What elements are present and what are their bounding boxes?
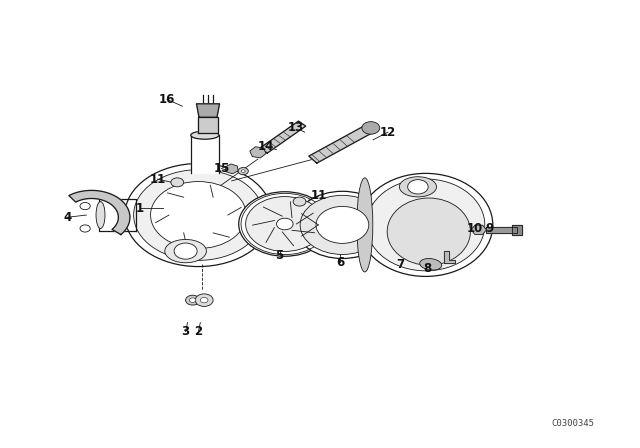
- Circle shape: [362, 122, 380, 134]
- Text: 7: 7: [396, 258, 404, 271]
- Text: 1: 1: [136, 202, 143, 215]
- Circle shape: [408, 180, 428, 194]
- Ellipse shape: [399, 177, 436, 197]
- Text: 11: 11: [149, 172, 166, 186]
- Circle shape: [150, 181, 246, 249]
- Polygon shape: [260, 121, 306, 153]
- Circle shape: [241, 170, 245, 172]
- Circle shape: [293, 197, 306, 206]
- Circle shape: [200, 297, 208, 303]
- Text: 13: 13: [287, 121, 304, 134]
- Ellipse shape: [191, 131, 219, 139]
- Circle shape: [195, 294, 213, 306]
- Polygon shape: [196, 104, 220, 117]
- Circle shape: [174, 243, 197, 259]
- Ellipse shape: [357, 178, 373, 272]
- Text: 14: 14: [257, 140, 274, 153]
- Polygon shape: [512, 225, 522, 235]
- Text: 2: 2: [195, 325, 202, 338]
- Circle shape: [294, 191, 390, 258]
- Ellipse shape: [165, 239, 206, 263]
- Circle shape: [171, 178, 184, 187]
- Circle shape: [186, 295, 200, 305]
- Circle shape: [80, 202, 90, 210]
- Ellipse shape: [367, 179, 485, 271]
- Text: 15: 15: [213, 162, 230, 175]
- Polygon shape: [486, 227, 517, 233]
- Text: 11: 11: [310, 189, 327, 202]
- Circle shape: [276, 218, 293, 230]
- Text: 8: 8: [423, 262, 431, 276]
- Ellipse shape: [387, 198, 470, 265]
- Text: 4: 4: [63, 211, 71, 224]
- Text: 5: 5: [276, 249, 284, 262]
- Ellipse shape: [96, 202, 105, 228]
- Polygon shape: [99, 199, 136, 231]
- Circle shape: [239, 192, 331, 256]
- Circle shape: [246, 197, 324, 251]
- Ellipse shape: [420, 258, 442, 270]
- Text: 9: 9: [486, 222, 493, 235]
- Text: 10: 10: [467, 222, 483, 235]
- Polygon shape: [309, 125, 375, 163]
- Polygon shape: [198, 117, 218, 133]
- Circle shape: [134, 170, 263, 260]
- Polygon shape: [191, 135, 219, 173]
- Text: 12: 12: [380, 125, 396, 139]
- Circle shape: [80, 225, 90, 232]
- Polygon shape: [69, 190, 130, 235]
- Circle shape: [189, 298, 196, 302]
- Ellipse shape: [358, 173, 493, 276]
- Circle shape: [316, 207, 369, 243]
- Polygon shape: [266, 202, 316, 228]
- Circle shape: [238, 168, 248, 175]
- Text: C0300345: C0300345: [551, 419, 595, 428]
- Circle shape: [125, 164, 272, 267]
- Text: 16: 16: [159, 93, 175, 106]
- Text: 3: 3: [182, 325, 189, 338]
- Polygon shape: [444, 251, 455, 263]
- Circle shape: [300, 195, 385, 254]
- Text: 6: 6: [337, 255, 344, 269]
